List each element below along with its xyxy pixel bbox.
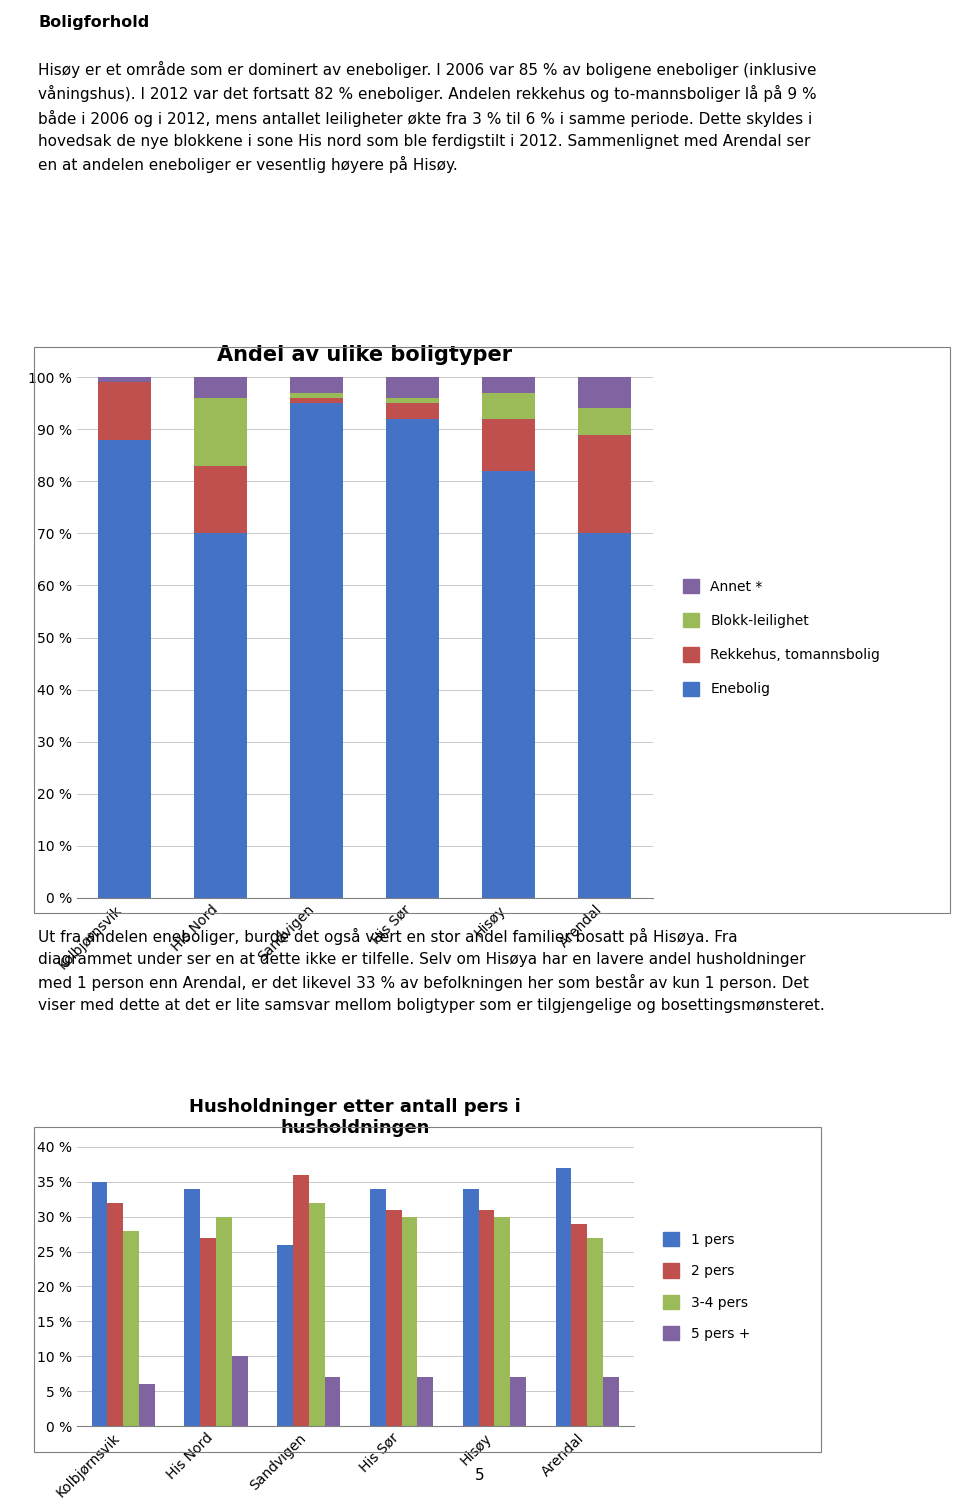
Bar (293, 1174, 309, 1426)
Bar (578, 435, 632, 533)
Legend: Annet *, Blokk-leilighet, Rekkehus, tomannsbolig, Enebolig: Annet *, Blokk-leilighet, Rekkehus, toma… (677, 573, 886, 702)
Bar (510, 1378, 526, 1426)
Title: Andel av ulike boligtyper: Andel av ulike boligtyper (217, 344, 513, 365)
Bar (194, 377, 248, 398)
Bar (291, 392, 344, 398)
Bar (386, 377, 440, 398)
Text: Boligforhold: Boligforhold (38, 15, 150, 30)
Bar (578, 533, 632, 898)
Bar (184, 1189, 201, 1426)
Bar (98, 382, 151, 439)
Title: Husholdninger etter antall pers i
husholdningen: Husholdninger etter antall pers i hushol… (189, 1099, 521, 1136)
Bar (386, 420, 440, 898)
Bar (479, 1210, 494, 1426)
Bar (494, 1216, 510, 1426)
Bar (98, 377, 151, 382)
Bar (386, 1210, 401, 1426)
Bar (291, 403, 344, 898)
Bar (91, 1182, 108, 1426)
Bar (578, 409, 632, 435)
Bar (194, 533, 248, 898)
Bar (483, 420, 536, 471)
Bar (309, 1203, 324, 1426)
Bar (401, 1216, 418, 1426)
Bar (603, 1378, 619, 1426)
Bar (201, 1237, 216, 1426)
Bar (139, 1384, 155, 1426)
Bar (578, 377, 632, 409)
Bar (324, 1378, 341, 1426)
Bar (291, 377, 344, 392)
Bar (277, 1245, 293, 1426)
Bar (194, 466, 248, 533)
Bar (108, 1203, 123, 1426)
Bar (386, 403, 440, 420)
Bar (483, 471, 536, 898)
Bar (386, 398, 440, 403)
Legend: 1 pers, 2 pers, 3-4 pers, 5 pers +: 1 pers, 2 pers, 3-4 pers, 5 pers + (658, 1227, 756, 1346)
Bar (588, 1237, 603, 1426)
Bar (98, 439, 151, 898)
Bar (418, 1378, 433, 1426)
Bar (556, 1168, 571, 1426)
Text: Ut fra andelen eneboliger, burde det også vært en stor andel familier bosatt på : Ut fra andelen eneboliger, burde det ogs… (38, 928, 826, 1013)
Text: Hisøy er et område som er dominert av eneboliger. I 2006 var 85 % av boligene en: Hisøy er et område som er dominert av en… (38, 60, 817, 174)
Bar (123, 1231, 139, 1426)
Bar (370, 1189, 386, 1426)
Bar (463, 1189, 479, 1426)
Bar (231, 1357, 248, 1426)
Bar (483, 392, 536, 420)
Bar (483, 377, 536, 392)
Text: 5: 5 (475, 1468, 485, 1482)
Bar (194, 398, 248, 466)
Bar (571, 1224, 588, 1426)
Bar (216, 1216, 231, 1426)
Bar (291, 398, 344, 403)
